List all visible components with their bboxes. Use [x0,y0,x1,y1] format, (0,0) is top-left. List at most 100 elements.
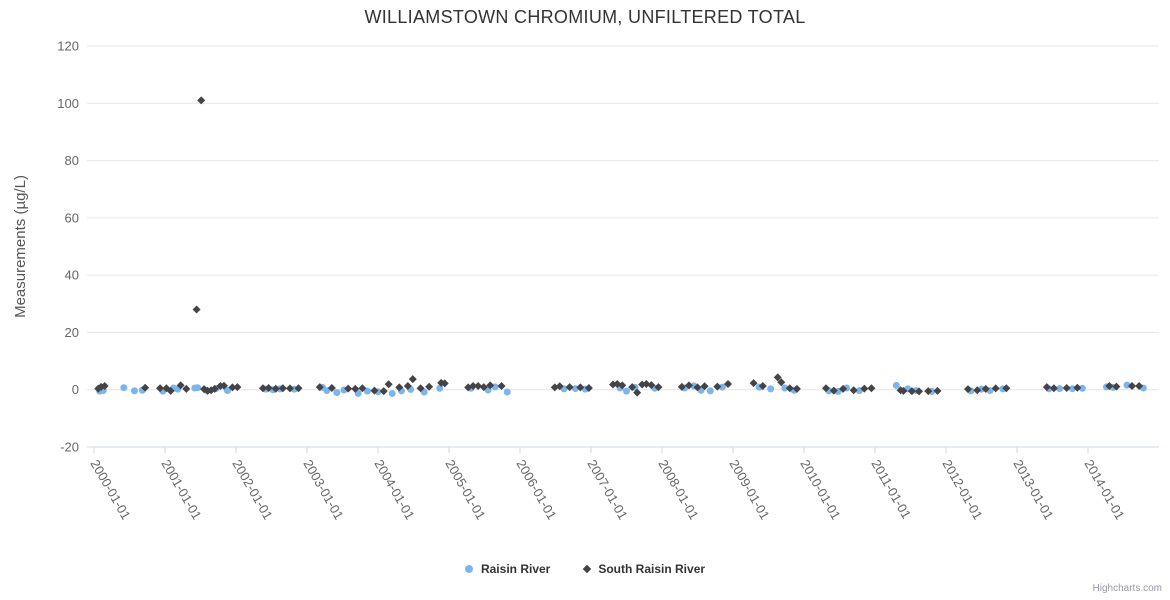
data-point-south-raisin-river[interactable] [271,384,280,393]
data-point-south-raisin-river[interactable] [749,379,758,388]
data-point-raisin-river[interactable] [1056,385,1064,393]
data-point-south-raisin-river[interactable] [713,382,722,391]
data-point-south-raisin-river[interactable] [197,96,206,105]
data-point-south-raisin-river[interactable] [773,373,782,382]
data-point-raisin-river[interactable] [706,387,714,395]
data-point-raisin-river[interactable] [223,387,231,395]
data-point-south-raisin-river[interactable] [822,384,831,393]
data-point-south-raisin-river[interactable] [693,383,702,392]
data-point-raisin-river[interactable] [436,384,444,392]
data-point-south-raisin-river[interactable] [565,383,574,392]
data-point-south-raisin-river[interactable] [1135,381,1144,390]
data-point-south-raisin-river[interactable] [370,386,379,395]
data-point-south-raisin-river[interactable] [829,386,838,395]
data-point-raisin-river[interactable] [1123,381,1131,389]
data-point-raisin-river[interactable] [503,388,511,396]
data-point-south-raisin-river[interactable] [403,381,412,390]
data-point-south-raisin-river[interactable] [384,380,393,389]
data-point-raisin-river[interactable] [363,387,371,395]
data-point-raisin-river[interactable] [130,387,138,395]
data-point-south-raisin-river[interactable] [1062,383,1071,392]
data-point-south-raisin-river[interactable] [555,382,564,391]
data-point-south-raisin-river[interactable] [469,381,478,390]
data-point-south-raisin-river[interactable] [785,384,794,393]
data-point-raisin-river[interactable] [892,381,900,389]
data-point-south-raisin-river[interactable] [915,387,924,396]
data-point-south-raisin-river[interactable] [228,383,237,392]
data-point-south-raisin-river[interactable] [176,381,185,390]
data-point-south-raisin-river[interactable] [792,384,801,393]
data-point-south-raisin-river[interactable] [425,382,434,391]
data-point-south-raisin-river[interactable] [479,383,488,392]
data-point-south-raisin-river[interactable] [933,386,942,395]
data-point-raisin-river[interactable] [120,384,128,392]
data-point-south-raisin-river[interactable] [907,387,916,396]
data-point-south-raisin-river[interactable] [991,384,1000,393]
data-point-south-raisin-river[interactable] [210,384,219,393]
data-point-south-raisin-river[interactable] [192,305,201,314]
data-point-raisin-river[interactable] [323,387,331,395]
data-point-south-raisin-river[interactable] [576,383,585,392]
data-point-south-raisin-river[interactable] [899,386,908,395]
data-point-south-raisin-river[interactable] [219,381,228,390]
data-point-south-raisin-river[interactable] [584,383,593,392]
data-point-south-raisin-river[interactable] [156,384,165,393]
data-point-south-raisin-river[interactable] [867,384,876,393]
data-point-south-raisin-river[interactable] [981,384,990,393]
data-point-south-raisin-river[interactable] [497,381,506,390]
data-point-south-raisin-river[interactable] [700,382,709,391]
data-point-south-raisin-river[interactable] [315,383,324,392]
data-point-south-raisin-river[interactable] [654,383,663,392]
data-point-south-raisin-river[interactable] [860,384,869,393]
data-point-south-raisin-river[interactable] [924,387,933,396]
data-point-south-raisin-river[interactable] [264,383,273,392]
data-point-south-raisin-river[interactable] [294,384,303,393]
data-point-raisin-river[interactable] [333,389,341,397]
data-point-south-raisin-river[interactable] [849,386,858,395]
data-point-south-raisin-river[interactable] [416,384,425,393]
data-point-south-raisin-river[interactable] [327,383,336,392]
highcharts-credits-link[interactable]: Highcharts.com [1092,583,1162,594]
data-point-raisin-river[interactable] [718,383,726,391]
data-point-south-raisin-river[interactable] [1049,384,1058,393]
data-point-south-raisin-river[interactable] [395,383,404,392]
data-point-south-raisin-river[interactable] [1112,382,1121,391]
data-point-south-raisin-river[interactable] [839,384,848,393]
data-point-south-raisin-river[interactable] [166,386,175,395]
data-point-south-raisin-river[interactable] [1002,384,1011,393]
data-point-south-raisin-river[interactable] [440,379,449,388]
data-point-raisin-river[interactable] [194,384,202,392]
data-point-south-raisin-river[interactable] [777,378,786,387]
data-point-south-raisin-river[interactable] [647,381,656,390]
data-point-south-raisin-river[interactable] [100,381,109,390]
data-point-south-raisin-river[interactable] [1073,383,1082,392]
data-point-raisin-river[interactable] [388,389,396,397]
data-point-south-raisin-river[interactable] [618,381,627,390]
legend-item-raisin-river[interactable]: Raisin River [464,562,550,576]
data-point-south-raisin-river[interactable] [724,379,733,388]
legend-item-south-raisin-river[interactable]: South Raisin River [583,562,705,576]
data-point-south-raisin-river[interactable] [964,385,973,394]
data-point-south-raisin-river[interactable] [285,384,294,393]
data-point-south-raisin-river[interactable] [677,382,686,391]
data-point-raisin-river[interactable] [623,387,630,395]
data-point-south-raisin-river[interactable] [758,381,767,390]
data-point-south-raisin-river[interactable] [141,383,150,392]
data-point-south-raisin-river[interactable] [379,387,388,396]
data-point-south-raisin-river[interactable] [258,384,267,393]
data-point-south-raisin-river[interactable] [684,381,693,390]
data-point-raisin-river[interactable] [767,385,775,393]
data-point-south-raisin-river[interactable] [1042,383,1051,392]
data-point-south-raisin-river[interactable] [351,384,360,393]
data-point-south-raisin-river[interactable] [408,375,417,384]
data-point-south-raisin-river[interactable] [486,381,495,390]
data-point-south-raisin-river[interactable] [358,384,367,393]
data-point-raisin-river[interactable] [1078,384,1086,392]
data-point-south-raisin-river[interactable] [1128,381,1137,390]
data-point-south-raisin-river[interactable] [973,386,982,395]
data-point-south-raisin-river[interactable] [628,383,637,392]
data-point-south-raisin-river[interactable] [633,388,642,397]
data-point-south-raisin-river[interactable] [1105,381,1114,390]
data-point-south-raisin-river[interactable] [233,383,242,392]
data-point-raisin-river[interactable] [781,384,789,392]
